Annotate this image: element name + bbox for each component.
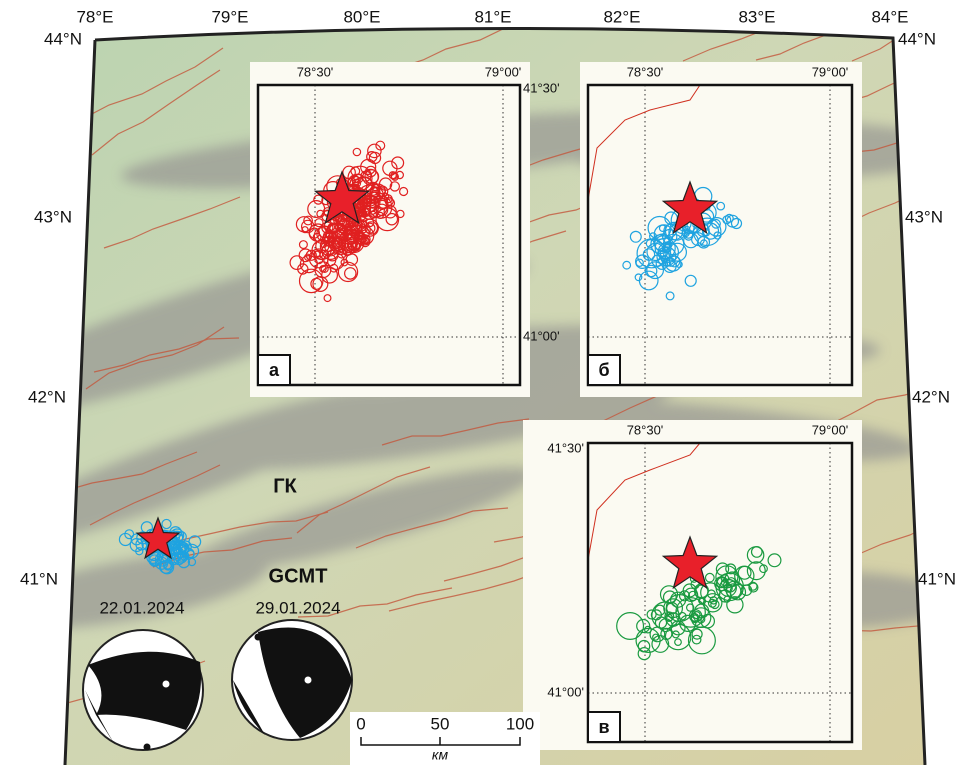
longitude-label: 82°E xyxy=(603,7,640,26)
inset-longitude-label: 78°30' xyxy=(627,422,664,437)
latitude-label: 42°N xyxy=(28,387,66,406)
scale-bar: 0 50 100 км xyxy=(350,712,540,765)
date-label: 29.01.2024 xyxy=(255,598,340,617)
longitude-label: 83°E xyxy=(738,7,775,26)
inset-longitude-label: 78°30' xyxy=(627,64,664,79)
longitude-label: 80°E xyxy=(343,7,380,26)
latitude-label: 41°N xyxy=(20,569,58,588)
inset-longitude-label: 78°30' xyxy=(297,64,334,79)
inset-letter: б xyxy=(598,360,609,380)
longitude-label: 79°E xyxy=(211,7,248,26)
inset-panel: б 78°30' 79°00' xyxy=(580,62,862,397)
latitude-label: 42°N xyxy=(912,387,950,406)
inset-latitude-label: 41°00' xyxy=(547,684,584,699)
scale-tick-label: 50 xyxy=(431,714,450,733)
scale-unit: км xyxy=(432,747,449,763)
inset-panel: а 78°30' 79°00'41°30' 41°00' xyxy=(250,62,560,397)
scale-tick-label: 0 xyxy=(356,714,365,733)
latitude-label: 43°N xyxy=(34,207,72,226)
inset-longitude-label: 79°00' xyxy=(812,422,849,437)
latitude-label: 41°N xyxy=(918,569,956,588)
inset-latitude-label: 41°30' xyxy=(547,440,584,455)
inset-longitude-label: 79°00' xyxy=(812,64,849,79)
inset-latitude-label: 41°30' xyxy=(523,80,560,95)
inset-longitude-label: 79°00' xyxy=(485,64,522,79)
inset-latitude-label: 41°00' xyxy=(523,328,560,343)
map-figure: 78°E 79°E 80°E 81°E 82°E 83°E 84°E 44°N 44°N 43°N… xyxy=(0,0,967,765)
inset-panel: в 78°30' 79°00' 41°30' 41°00' xyxy=(523,420,862,750)
latitude-label: 43°N xyxy=(905,207,943,226)
inset-background xyxy=(250,62,530,397)
scale-tick-label: 100 xyxy=(506,714,534,733)
gk-label: ГК xyxy=(273,475,297,497)
focal-mechanism xyxy=(83,630,203,751)
focal-mechanism xyxy=(232,620,352,740)
longitude-label: 81°E xyxy=(474,7,511,26)
latitude-label: 44°N xyxy=(898,29,936,48)
longitude-label: 78°E xyxy=(76,7,113,26)
gcmt-label: GCMT xyxy=(269,565,328,587)
date-label: 22.01.2024 xyxy=(99,598,184,617)
longitude-label: 84°E xyxy=(871,7,908,26)
inset-letter: а xyxy=(269,360,280,380)
latitude-label: 44°N xyxy=(44,29,82,48)
inset-letter: в xyxy=(598,717,609,737)
